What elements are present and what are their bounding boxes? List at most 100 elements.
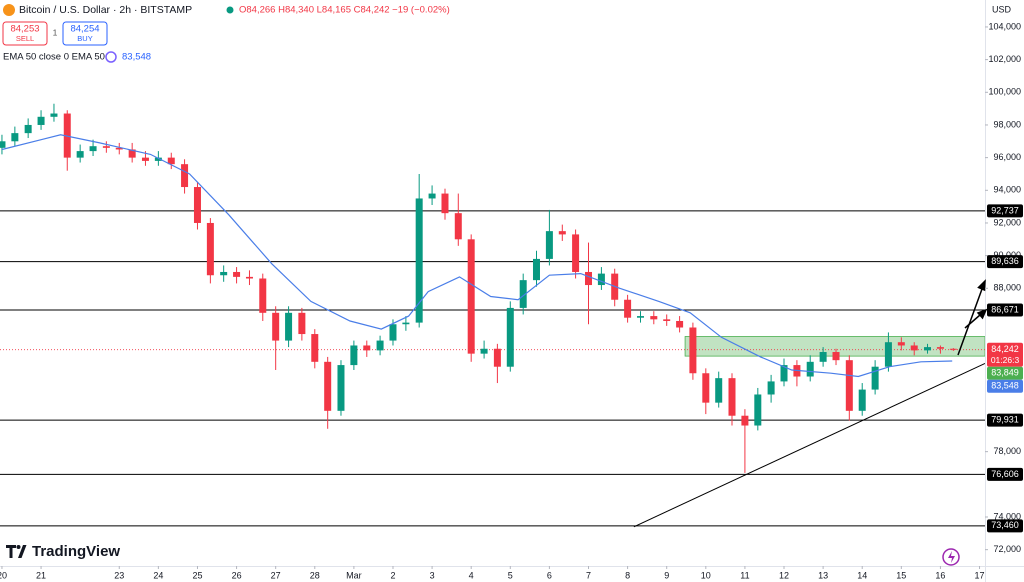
- buy-label: BUY: [77, 34, 92, 43]
- x-tick-label: 23: [114, 570, 124, 580]
- y-tick-label: 74,000: [993, 511, 1021, 521]
- candle-body: [845, 360, 853, 411]
- x-tick-label: 21: [36, 570, 46, 580]
- x-tick-label: 16: [935, 570, 945, 580]
- candle-body: [128, 149, 136, 158]
- brand-logo-dot: [16, 545, 21, 549]
- y-tick-label: 88,000: [993, 283, 1021, 293]
- candle-body: [597, 273, 605, 286]
- last-price-tag: [987, 342, 1023, 367]
- level-label: 92,737: [991, 205, 1019, 215]
- level-label: 76,606: [991, 469, 1019, 479]
- candle-body: [780, 365, 788, 382]
- candle-body: [663, 319, 671, 321]
- x-tick-label: 7: [586, 570, 591, 580]
- candle-body: [141, 157, 149, 161]
- candle-body: [311, 334, 319, 362]
- candle-body: [363, 345, 371, 351]
- sell-button[interactable]: [2, 21, 48, 46]
- candle-body: [689, 327, 697, 374]
- candle-body: [454, 213, 462, 240]
- last-price-label: 84,242: [991, 344, 1019, 354]
- brand-name: TradingView: [32, 543, 120, 560]
- candle-body: [285, 312, 293, 341]
- candle-body: [467, 239, 475, 354]
- candle-body: [676, 320, 684, 328]
- arrow-head: [977, 279, 986, 292]
- candle-body: [350, 345, 358, 366]
- candle-body: [337, 365, 345, 411]
- candle-body: [493, 348, 501, 367]
- y-tick-label: 72,000: [993, 544, 1021, 554]
- plot-area: [0, 103, 986, 528]
- replay-bolt: [948, 551, 955, 563]
- candle-body: [480, 348, 488, 354]
- level-label: 89,636: [991, 256, 1019, 266]
- candle-body: [545, 231, 553, 259]
- arrows: [957, 279, 988, 356]
- x-tick-label: 15: [896, 570, 906, 580]
- level-label: 86,671: [991, 304, 1019, 314]
- level-tag: [987, 519, 1023, 533]
- x-tick-label: 17: [975, 570, 985, 580]
- x-tick-label: 11: [740, 570, 749, 580]
- candle-body: [376, 340, 384, 351]
- y-tick-label: 90,000: [993, 250, 1021, 260]
- x-tick-label: 12: [779, 570, 789, 580]
- replay-icon[interactable]: [942, 548, 960, 566]
- x-tick-label: 5: [508, 570, 513, 580]
- y-tick-label: 78,000: [993, 446, 1021, 456]
- price-axis: 104,000 102,000 100,000 98,000 96,000 94,000 9…: [985, 21, 1023, 554]
- candle-body: [402, 322, 410, 325]
- spread: 1: [53, 27, 58, 37]
- candle-body: [428, 193, 436, 199]
- currency: USD: [992, 4, 1012, 14]
- candle-body: [871, 366, 879, 390]
- y-tick-label: 94,000: [993, 185, 1021, 195]
- y-tick-label: 102,000: [988, 54, 1021, 64]
- market-status: [226, 6, 234, 14]
- candle-body: [11, 133, 19, 142]
- symbol-title: Bitcoin / U.S. Dollar · 2h · BITSTAMP: [19, 4, 192, 16]
- candle-body: [924, 347, 932, 351]
- candle-body: [167, 157, 175, 165]
- candle-body: [193, 187, 201, 223]
- x-tick-label: Mar: [346, 570, 362, 580]
- x-tick-label: 26: [232, 570, 242, 580]
- candle-body: [89, 146, 97, 152]
- sell-label: SELL: [16, 34, 34, 43]
- x-tick-label: 6: [547, 570, 552, 580]
- x-tick-label: 13: [818, 570, 828, 580]
- x-tick-label: 24: [153, 570, 163, 580]
- x-tick-label: 8: [625, 570, 630, 580]
- candle-body: [154, 157, 162, 161]
- buy-price: 84,254: [70, 24, 99, 35]
- candle-body: [767, 381, 775, 395]
- ohlc: O84,266 H84,340 L84,165 C84,242 −19 (−0.…: [239, 5, 450, 16]
- candle-body: [741, 415, 749, 426]
- candle-body: [637, 316, 645, 318]
- brand-logo: [6, 545, 27, 558]
- candle-body: [532, 258, 540, 281]
- candle-body: [949, 348, 957, 350]
- level-tag: [987, 467, 1023, 481]
- x-tick-label: 4: [469, 570, 474, 580]
- candle-body: [298, 312, 306, 335]
- y-tick-label: 96,000: [993, 152, 1021, 162]
- level-label: 79,931: [991, 414, 1019, 424]
- coin-icon: [3, 4, 15, 16]
- buy-button[interactable]: [62, 21, 108, 46]
- candle-body: [389, 324, 397, 341]
- candle-body: [584, 271, 592, 286]
- x-tick-label: 20: [0, 570, 7, 580]
- level-tag: [987, 303, 1023, 317]
- candle-body: [441, 193, 449, 214]
- x-tick-label: 25: [192, 570, 202, 580]
- candle-body: [572, 234, 580, 272]
- candle-body: [115, 147, 123, 150]
- candle-body: [102, 146, 110, 148]
- candle-body: [324, 361, 332, 411]
- x-tick-label: 14: [857, 570, 867, 580]
- candle-body: [702, 373, 710, 403]
